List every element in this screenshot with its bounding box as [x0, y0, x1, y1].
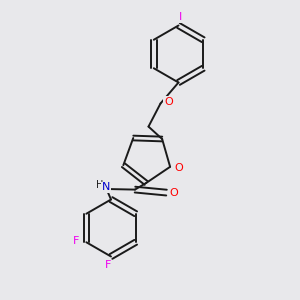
Text: O: O — [169, 188, 178, 198]
Text: O: O — [164, 97, 173, 107]
Text: N: N — [102, 182, 110, 193]
Text: I: I — [178, 12, 182, 22]
Text: F: F — [73, 236, 80, 246]
Text: H: H — [96, 179, 103, 190]
Text: O: O — [175, 163, 184, 173]
Text: F: F — [105, 260, 111, 271]
